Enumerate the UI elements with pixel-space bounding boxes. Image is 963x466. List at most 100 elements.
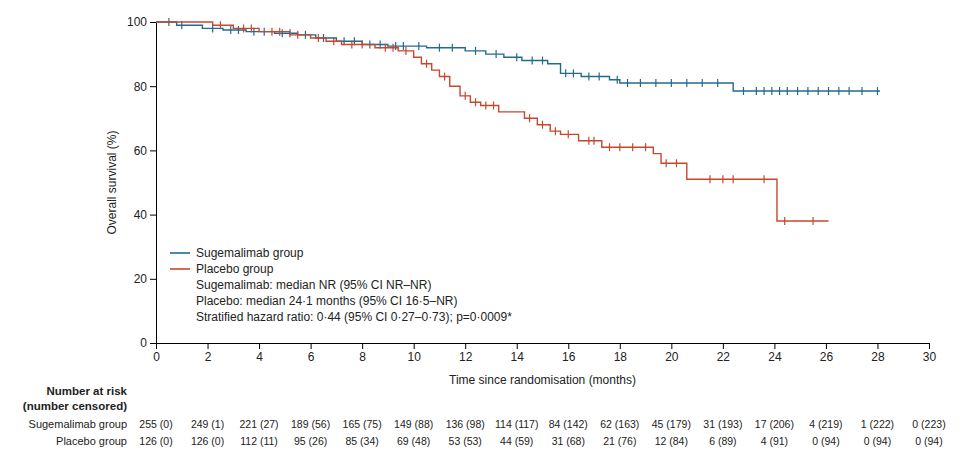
x-tick-mark <box>671 343 672 349</box>
y-axis-line <box>156 23 157 344</box>
censor-mark <box>392 44 393 52</box>
risk-row-label: Placebo group <box>56 435 127 447</box>
risk-cell: 0 (223) <box>912 418 945 430</box>
x-tick-label: 26 <box>820 350 834 364</box>
censor-marks <box>169 18 878 95</box>
censor-mark <box>617 76 618 84</box>
risk-cell: 95 (26) <box>294 435 327 447</box>
censor-mark <box>351 40 352 48</box>
censor-mark <box>282 29 283 37</box>
x-tick: 30 <box>923 343 937 364</box>
survival-curve <box>156 22 829 221</box>
censor-mark <box>485 101 486 109</box>
censor-mark <box>877 87 878 95</box>
x-tick-mark <box>517 343 518 349</box>
y-tick-mark <box>150 22 156 23</box>
censor-mark <box>619 143 620 151</box>
x-tick: 14 <box>511 343 525 364</box>
censor-mark <box>271 28 272 36</box>
x-tick: 6 <box>308 343 315 364</box>
censor-mark <box>849 87 850 95</box>
censor-mark <box>593 137 594 145</box>
censor-mark <box>787 87 788 95</box>
censor-mark <box>565 69 566 77</box>
censor-mark <box>493 101 494 109</box>
censor-mark <box>756 87 757 95</box>
x-tick-mark <box>568 343 569 349</box>
risk-cell: 189 (56) <box>291 418 330 430</box>
risk-row-label: Sugemalimab group <box>29 418 127 430</box>
legend-key <box>170 252 190 254</box>
censor-mark <box>238 26 239 34</box>
x-tick-label: 8 <box>359 350 366 364</box>
risk-cell: 0 (94) <box>864 435 891 447</box>
censor-mark <box>333 37 334 45</box>
annotation: Sugemalimab: median NR (95% CI NR–NR) <box>196 278 431 292</box>
risk-cell: 62 (163) <box>600 418 639 430</box>
risk-cell: 0 (94) <box>915 435 942 447</box>
risk-cell: 31 (193) <box>703 418 742 430</box>
censor-mark <box>671 79 672 87</box>
y-tick-label: 80 <box>134 80 148 94</box>
risk-cell: 4 (91) <box>761 435 788 447</box>
censor-mark <box>279 28 280 36</box>
censor-mark <box>532 57 533 65</box>
x-tick: 24 <box>768 343 782 364</box>
risk-cell: 221 (27) <box>240 418 279 430</box>
x-tick: 28 <box>871 343 885 364</box>
x-tick-mark <box>929 343 930 349</box>
risk-cell: 69 (48) <box>397 435 430 447</box>
x-axis-line <box>157 343 930 344</box>
x-tick-mark <box>826 343 827 349</box>
risk-cell: 1 (222) <box>861 418 894 430</box>
y-tick-label: 40 <box>134 208 148 222</box>
x-tick: 22 <box>717 343 731 364</box>
x-tick-label: 28 <box>871 350 885 364</box>
x-tick: 20 <box>665 343 679 364</box>
censor-mark <box>807 87 808 95</box>
censor-mark <box>627 79 628 87</box>
censor-mark <box>763 87 764 95</box>
censor-mark <box>588 73 589 81</box>
censor-mark <box>686 79 687 87</box>
y-tick: 80 <box>134 80 156 94</box>
x-tick-mark <box>259 343 260 349</box>
censor-mark <box>568 130 569 138</box>
x-tick-mark <box>774 343 775 349</box>
x-axis-title: Time since randomisation (months) <box>449 373 636 387</box>
censor-mark <box>542 57 543 65</box>
censor-mark <box>395 42 396 50</box>
censor-mark <box>717 79 718 87</box>
risk-cell: 85 (34) <box>345 435 378 447</box>
y-tick: 0 <box>140 336 156 350</box>
censor-mark <box>702 79 703 87</box>
x-tick-label: 20 <box>665 350 679 364</box>
y-tick-mark <box>150 215 156 216</box>
censor-mark <box>861 87 862 95</box>
y-tick-label: 20 <box>134 272 148 286</box>
x-tick-mark <box>362 343 363 349</box>
risk-cell: 21 (76) <box>603 435 636 447</box>
survival-curve <box>156 22 880 91</box>
x-tick-mark <box>465 343 466 349</box>
censor-mark <box>230 26 231 34</box>
x-tick-mark <box>208 343 209 349</box>
censor-mark <box>666 159 667 167</box>
censor-mark <box>797 87 798 95</box>
x-tick: 8 <box>359 343 366 364</box>
x-tick-label: 16 <box>562 350 576 364</box>
x-tick-label: 0 <box>153 350 160 364</box>
censor-mark <box>220 21 221 29</box>
y-tick-label: 100 <box>127 15 147 29</box>
censor-mark <box>529 114 530 122</box>
risk-cell: 4 (219) <box>809 418 842 430</box>
x-tick-label: 12 <box>459 350 473 364</box>
censor-mark <box>632 143 633 151</box>
x-tick-label: 2 <box>205 350 212 364</box>
risk-cell: 31 (68) <box>552 435 585 447</box>
censor-mark <box>588 137 589 145</box>
risk-cell: 249 (1) <box>191 418 224 430</box>
x-tick-mark <box>414 343 415 349</box>
y-tick: 60 <box>134 144 156 158</box>
risk-table: Number at risk(number censored)Sugemalim… <box>23 385 946 447</box>
